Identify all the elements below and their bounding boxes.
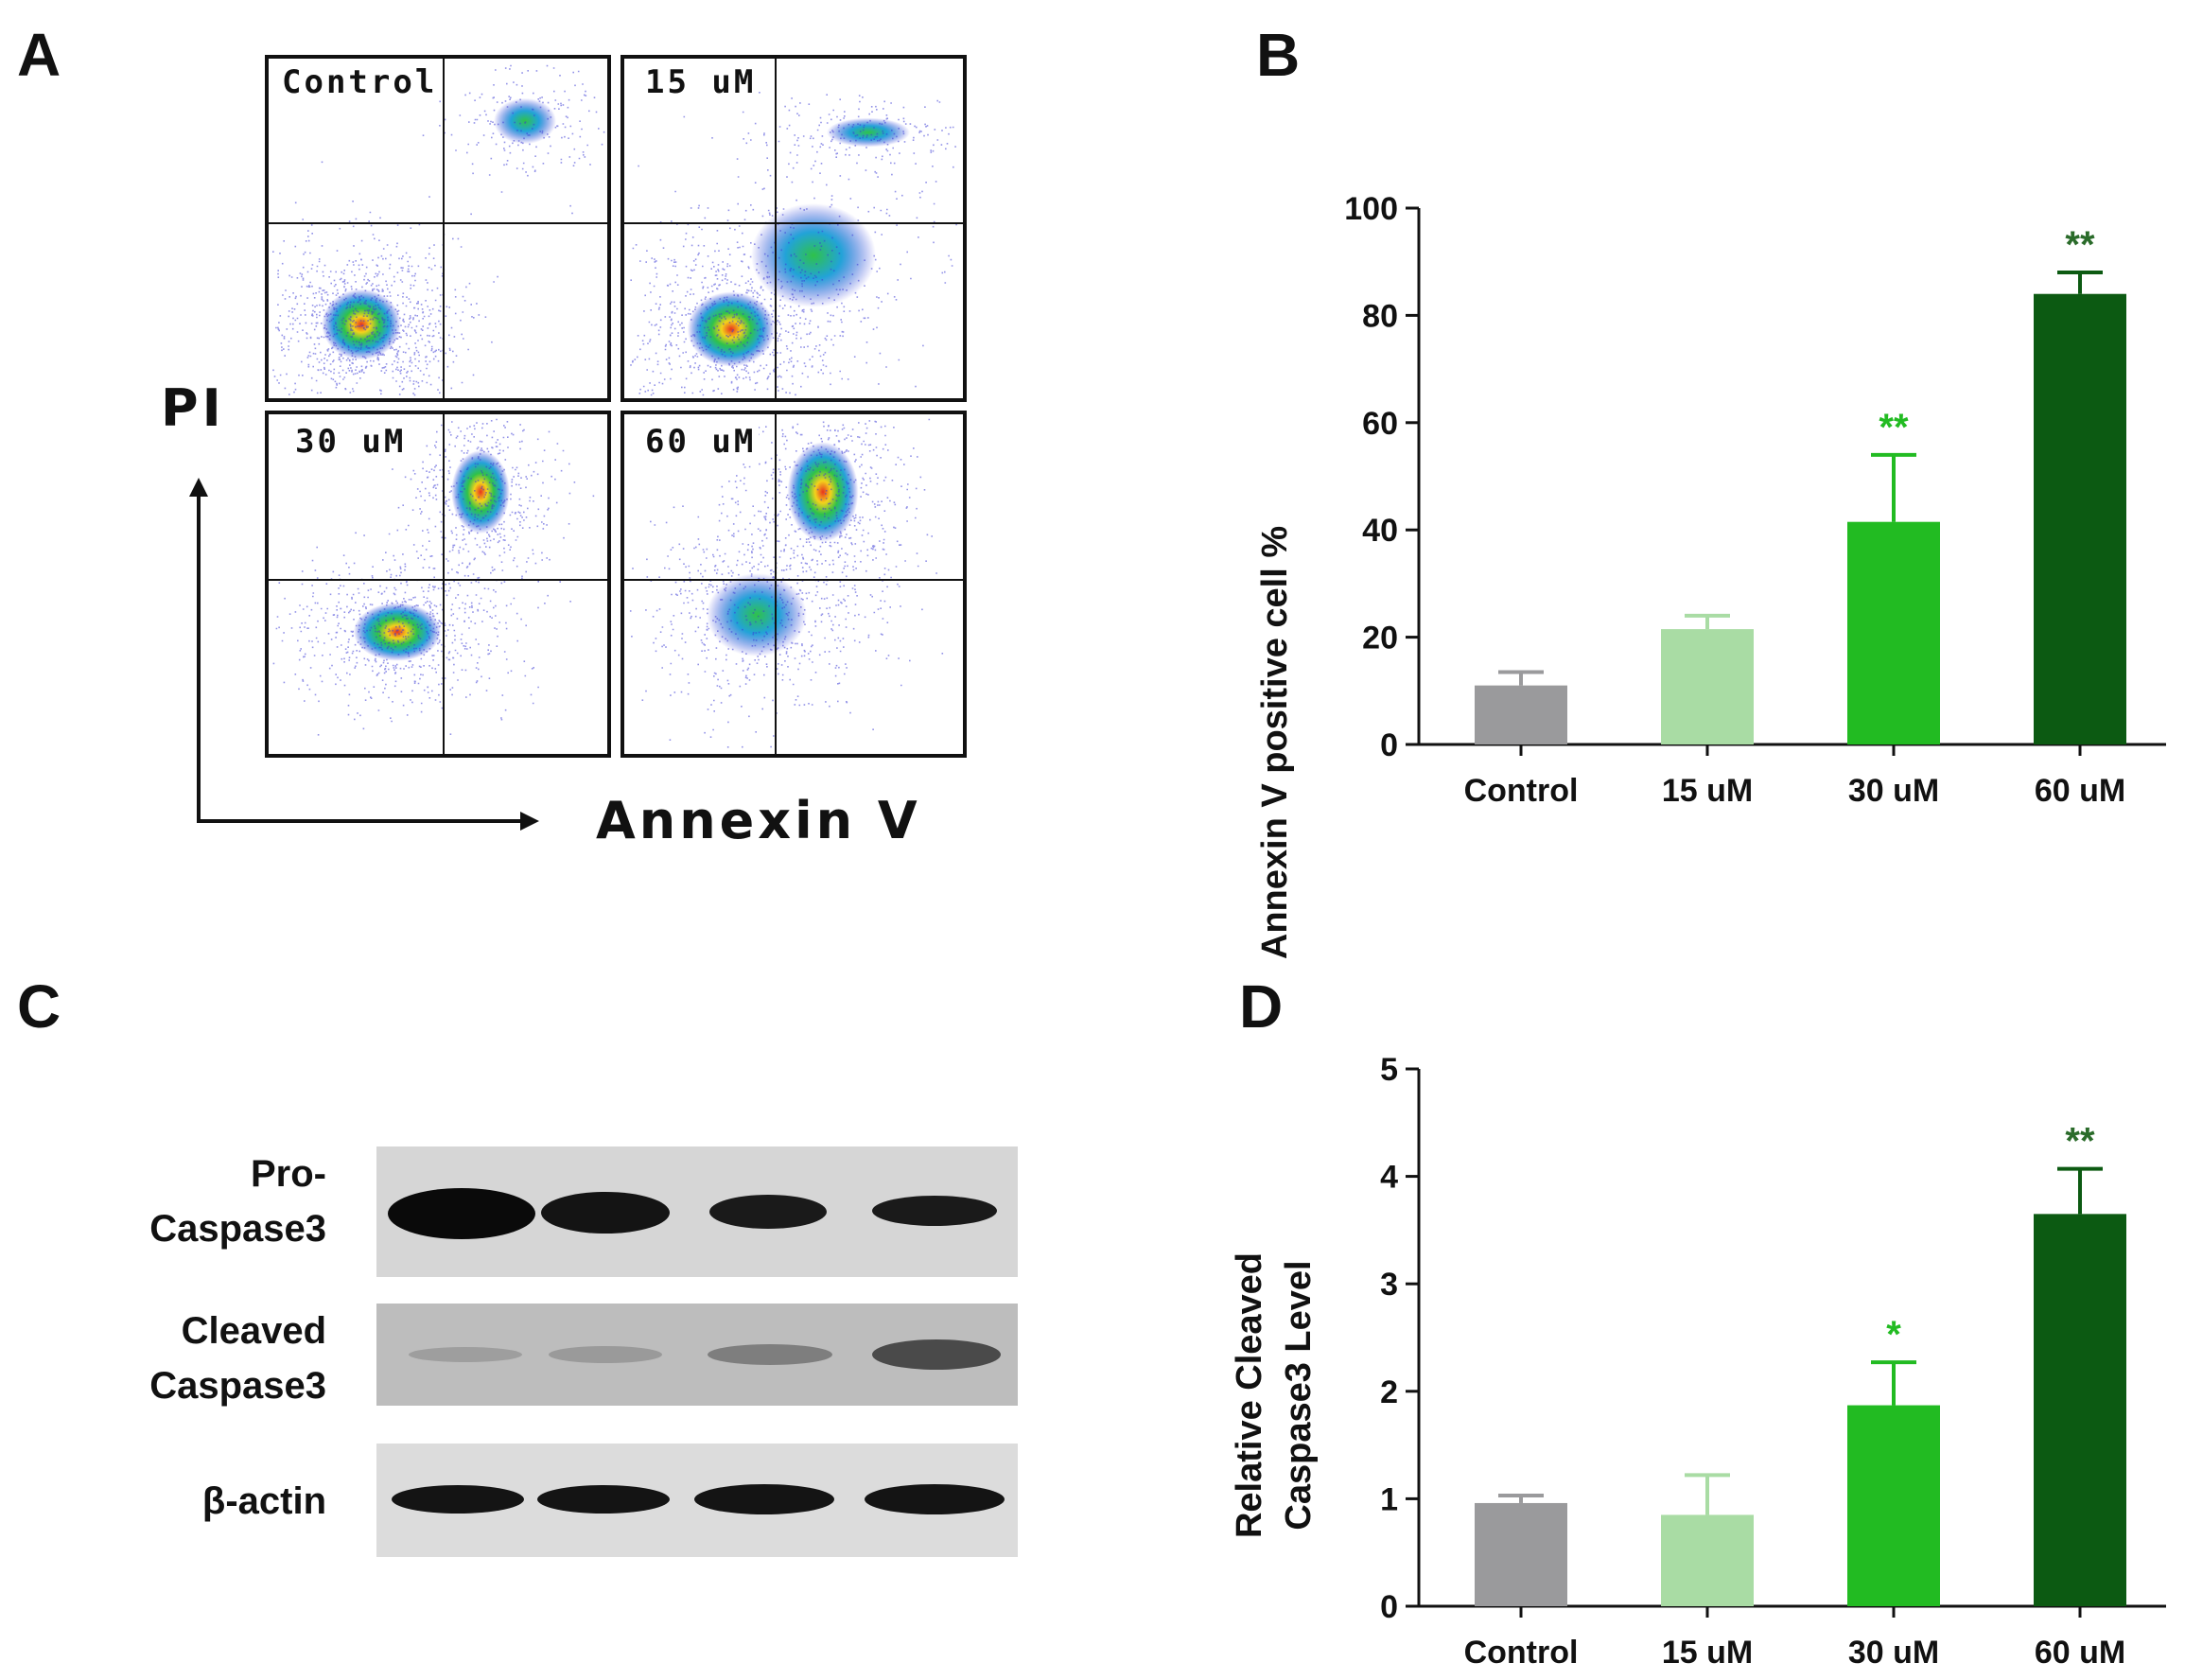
band: [392, 1485, 524, 1514]
band: [694, 1484, 834, 1514]
flow-box-15um: [621, 55, 967, 402]
label-background: [636, 61, 759, 102]
band: [872, 1196, 997, 1226]
annexin-arrow-head: [520, 812, 539, 831]
scatter-dots-layer: [272, 64, 957, 748]
scatter-dots: [272, 64, 605, 396]
blot-label-pro: Pro-: [251, 1153, 326, 1195]
scatter-population-core: [687, 291, 776, 367]
y-tick-label: 0: [1380, 727, 1398, 763]
bar: [2034, 1214, 2126, 1606]
band: [541, 1192, 670, 1234]
scatter-population-core: [451, 450, 510, 534]
blot-label-cleaved-caspase3: Caspase3: [149, 1365, 326, 1407]
blot-label-beta-actin: β-actin: [202, 1480, 326, 1522]
panel-label-b: B: [1256, 21, 1300, 89]
scatter-population-core: [494, 97, 556, 145]
panel-label-a: A: [17, 21, 61, 89]
scatter-population-core: [707, 573, 807, 656]
band: [709, 1195, 827, 1229]
bar: [1661, 629, 1754, 744]
x-tick-label: 60 uM: [2035, 1635, 2125, 1671]
y-tick-label: 80: [1362, 298, 1398, 334]
significance-marker: **: [2065, 224, 2095, 266]
chart-d-ylabel-line1: Relative Cleaved: [1230, 1252, 1269, 1538]
bar: [1475, 1502, 1567, 1606]
significance-marker: **: [2065, 1121, 2095, 1163]
scatter-population-core: [827, 117, 910, 148]
y-tick-label: 0: [1380, 1589, 1398, 1625]
scatter-population-core: [751, 203, 876, 307]
label-background: [276, 61, 428, 102]
band: [537, 1485, 670, 1514]
pi-arrow-head: [189, 478, 208, 497]
y-tick-label: 40: [1362, 513, 1398, 549]
pi-axis-label: PI: [161, 378, 225, 438]
bar: [1847, 1405, 1940, 1606]
annexin-axis-label: Annexin V: [596, 791, 921, 850]
chart-b: Annexin V positive cell % 0 20 40 60 80 100 Co…: [1255, 191, 2166, 959]
flow-label-60um: 60 uM: [645, 423, 756, 461]
scatter-population-core: [787, 442, 859, 542]
x-tick-label: 30 uM: [1848, 1635, 1939, 1671]
x-tick-label: 15 uM: [1662, 1635, 1753, 1671]
bar: [1661, 1514, 1754, 1606]
band: [409, 1347, 522, 1362]
chart-d: Relative Cleaved Caspase3 Level 0 1 2 3 4 5 Co…: [1230, 1052, 2166, 1671]
blot-label-pro-caspase3: Caspase3: [149, 1208, 326, 1250]
panel-label-c: C: [17, 972, 61, 1041]
flow-box-control: [265, 55, 611, 402]
y-tick-label: 4: [1380, 1160, 1398, 1196]
scatter-dots: [272, 418, 595, 736]
chart-d-ylabel-line2: Caspase3 Level: [1279, 1260, 1319, 1530]
x-tick-label: 60 uM: [2035, 773, 2125, 809]
panel-label-d: D: [1239, 972, 1283, 1041]
label-background: [636, 418, 759, 460]
y-tick-label: 5: [1380, 1052, 1398, 1088]
flow-box-60um: [621, 411, 967, 758]
flow-label-30um: 30 uM: [295, 423, 406, 461]
bar: [1847, 521, 1940, 744]
scatter-population-core: [353, 603, 442, 661]
significance-marker: *: [1886, 1314, 1901, 1356]
blot-label-cleaved: Cleaved: [182, 1310, 326, 1352]
bar: [1475, 685, 1567, 744]
x-tick-label: 30 uM: [1848, 773, 1939, 809]
scatter-population-core: [322, 289, 401, 360]
x-tick-label: Control: [1464, 773, 1579, 809]
y-tick-label: 60: [1362, 406, 1398, 442]
x-tick-label: Control: [1464, 1635, 1579, 1671]
y-tick-label: 100: [1344, 191, 1398, 227]
band: [872, 1339, 1001, 1370]
y-tick-label: 20: [1362, 621, 1398, 656]
band: [549, 1346, 662, 1363]
western-blot-panel: Pro- Caspase3 Cleaved Caspase3 β-actin: [149, 1146, 1018, 1557]
bar: [2034, 293, 2126, 744]
y-tick-label: 1: [1380, 1481, 1398, 1517]
flow-label-15um: 15 uM: [645, 63, 756, 101]
band: [388, 1188, 535, 1239]
chart-b-ylabel: Annexin V positive cell %: [1255, 526, 1295, 959]
flow-cytometry-panel: Control 15 uM 30 uM 60 uM PI Annexin V: [161, 55, 967, 850]
x-tick-label: 15 uM: [1662, 773, 1753, 809]
flow-label-control: Control: [282, 63, 437, 101]
y-tick-label: 3: [1380, 1267, 1398, 1303]
band: [708, 1344, 832, 1365]
band: [865, 1484, 1005, 1514]
flow-box-30um: [265, 411, 611, 758]
significance-marker: **: [1879, 407, 1909, 448]
label-background: [284, 418, 418, 460]
y-tick-label: 2: [1380, 1374, 1398, 1410]
